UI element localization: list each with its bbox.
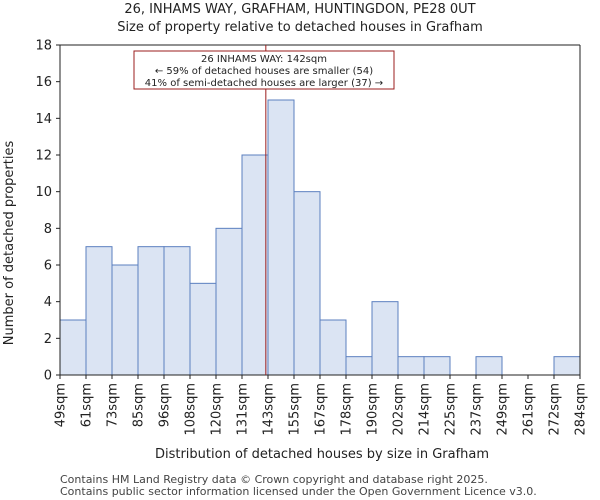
bar-143sqm xyxy=(267,99,295,376)
x-tick-label-108sqm: 108sqm xyxy=(184,383,199,436)
x-tick-label-120sqm: 120sqm xyxy=(210,383,225,436)
annotation-line-1: 26 INHAMS WAY: 142sqm xyxy=(201,54,327,65)
y-tick-label-10: 10 xyxy=(35,185,52,200)
x-tick-label-284sqm: 284sqm xyxy=(574,383,589,436)
bar-237sqm xyxy=(475,356,503,376)
x-tick-label-167sqm: 167sqm xyxy=(314,383,329,436)
x-tick-label-225sqm: 225sqm xyxy=(444,383,459,436)
bar-202sqm xyxy=(397,356,425,376)
footer-licence: Contains public sector information licen… xyxy=(60,485,537,498)
annotation-line-3: 41% of semi-detached houses are larger (… xyxy=(145,78,383,89)
bar-178sqm xyxy=(345,356,373,376)
plot-area: 0 2 4 6 8 10 12 14 16 18 49sqm 61sqm 73sqm 85sqm 96sqm… xyxy=(35,39,588,436)
x-tick-label-237sqm: 237sqm xyxy=(470,383,485,436)
y-tick-label-0: 0 xyxy=(44,369,52,384)
x-tick-label-73sqm: 73sqm xyxy=(106,383,121,427)
y-tick-label-2: 2 xyxy=(44,332,52,347)
annotation-box xyxy=(133,50,395,90)
bar-272sqm xyxy=(553,356,581,376)
y-tick-label-6: 6 xyxy=(44,259,52,274)
x-tick-label-249sqm: 249sqm xyxy=(496,383,511,436)
x-tick-label-190sqm: 190sqm xyxy=(366,383,381,436)
x-tick-label-49sqm: 49sqm xyxy=(54,383,69,427)
footer-copyright: Contains HM Land Registry data © Crown c… xyxy=(60,473,488,486)
bar-214sqm xyxy=(423,356,451,376)
y-tick-label-16: 16 xyxy=(35,75,52,90)
x-tick-label-143sqm: 143sqm xyxy=(262,383,277,436)
bar-167sqm xyxy=(319,319,347,376)
chart-title: 26, INHAMS WAY, GRAFHAM, HUNTINGDON, PE2… xyxy=(124,2,475,17)
bar-96sqm xyxy=(163,246,191,376)
x-tick-label-131sqm: 131sqm xyxy=(236,383,251,436)
x-tick-label-202sqm: 202sqm xyxy=(392,383,407,436)
x-tick-label-178sqm: 178sqm xyxy=(340,383,355,436)
bar-61sqm xyxy=(85,246,113,376)
x-tick-label-96sqm: 96sqm xyxy=(158,383,173,427)
y-axis-label: Number of detached properties xyxy=(2,141,17,346)
x-tick-label-272sqm: 272sqm xyxy=(548,383,563,436)
x-tick-label-155sqm: 155sqm xyxy=(288,383,303,436)
bar-49sqm xyxy=(59,319,87,376)
bar-120sqm xyxy=(215,227,243,376)
x-tick-label-261sqm: 261sqm xyxy=(522,383,537,436)
y-tick-label-8: 8 xyxy=(44,222,52,237)
bar-131sqm xyxy=(241,154,269,376)
chart-subtitle: Size of property relative to detached ho… xyxy=(117,20,483,35)
y-tick-label-4: 4 xyxy=(44,295,52,310)
y-tick-label-14: 14 xyxy=(35,112,52,127)
x-axis-label: Distribution of detached houses by size … xyxy=(155,447,489,462)
x-tick-label-61sqm: 61sqm xyxy=(80,383,95,427)
bar-108sqm xyxy=(189,282,217,376)
annotation-line-2: ← 59% of detached houses are smaller (54… xyxy=(155,66,373,77)
x-tick-label-85sqm: 85sqm xyxy=(132,383,147,427)
y-tick-label-12: 12 xyxy=(35,149,52,164)
y-tick-label-18: 18 xyxy=(35,39,52,54)
bar-73sqm xyxy=(111,264,139,376)
bar-155sqm xyxy=(293,191,321,376)
bar-190sqm xyxy=(371,301,399,376)
x-tick-label-214sqm: 214sqm xyxy=(418,383,433,436)
bar-85sqm xyxy=(137,246,165,376)
